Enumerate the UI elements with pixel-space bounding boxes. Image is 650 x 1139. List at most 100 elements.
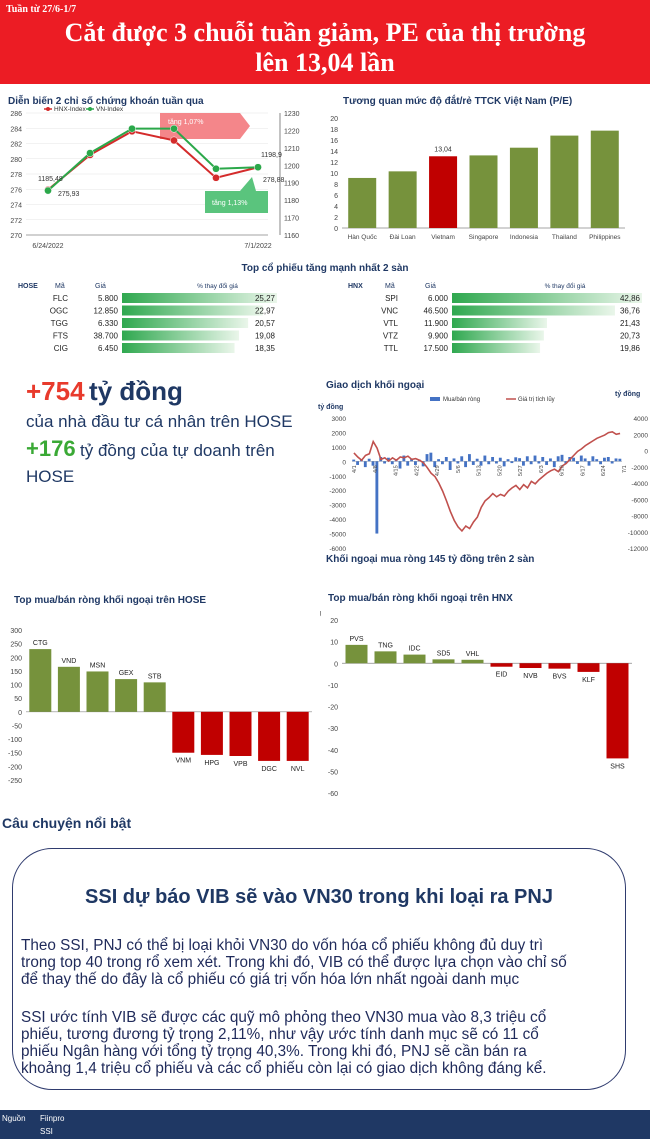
foreign-stock-y-tick: 100 bbox=[10, 683, 22, 690]
index-legend-label: HNX-Index bbox=[54, 106, 87, 113]
pe-y-tick: 18 bbox=[330, 127, 338, 134]
foreign-net-bar bbox=[425, 454, 429, 462]
foreign-stock-label: NVL bbox=[291, 766, 305, 773]
foreign-net-bar bbox=[471, 461, 475, 465]
foreign-stock-bar bbox=[229, 711, 252, 756]
foreign-net-bar bbox=[452, 458, 456, 462]
foreign-net-bar bbox=[510, 461, 514, 464]
top-row-ticker: FLC bbox=[53, 294, 68, 303]
foreign-net-bar bbox=[533, 455, 537, 462]
foreign-legend-cum: Giá trị tích lũy bbox=[518, 397, 555, 403]
foreign-net-bar bbox=[495, 461, 498, 464]
foreign-y2-tick: -4000 bbox=[631, 481, 648, 488]
foreign-stock-y-tick: -50 bbox=[328, 769, 338, 776]
foreign-stock-bar bbox=[432, 659, 455, 664]
foreign-net-bar bbox=[367, 458, 371, 462]
foreign-net-bar bbox=[576, 461, 579, 464]
top-row-ticker: VTL bbox=[383, 319, 398, 328]
header-banner: Tuần từ 27/6-1/7 Cắt được 3 chuỗi tuần g… bbox=[0, 0, 650, 84]
foreign-net-bar bbox=[363, 461, 367, 468]
story-p2-line: khoảng 1,4 triệu cổ phiếu và các cổ phiế… bbox=[21, 1060, 547, 1077]
story-p2-line: SSI ước tính VIB sẽ được các quỹ mô phỏn… bbox=[21, 1009, 547, 1026]
top-row-pct: 20,73 bbox=[620, 332, 641, 341]
hnx-top-stocks-table: HNX Mã Giá % thay đổi giá SPI 6.000 42,86 VNC 46… bbox=[348, 282, 642, 353]
foreign-stock-label: PVS bbox=[349, 636, 363, 643]
index-right-tick: 1210 bbox=[284, 146, 300, 153]
index-data-point bbox=[170, 124, 178, 133]
pe-x-label: Singapore bbox=[469, 234, 499, 241]
top-row-ticker: TTL bbox=[384, 344, 399, 353]
top-row-pct: 19,08 bbox=[255, 332, 276, 341]
hnx-start-label: 275,93 bbox=[58, 191, 80, 198]
foreign-net-bar bbox=[610, 461, 614, 464]
foreign-y2-tick: 4000 bbox=[634, 416, 649, 423]
footer: Nguồn Fiinpro SSI bbox=[0, 1110, 650, 1139]
stories-section-title: Câu chuyện nổi bật bbox=[2, 815, 132, 831]
foreign-stock-y-tick: -10 bbox=[328, 683, 338, 690]
vn-end-label: 1198,9 bbox=[261, 152, 282, 159]
index-chart-title: Diễn biến 2 chỉ số chứng khoán tuần qua bbox=[8, 96, 204, 107]
week-label: Tuần từ 27/6-1/7 bbox=[6, 4, 77, 15]
foreign-stock-bar bbox=[577, 663, 600, 672]
foreign-date-label: 6/10 bbox=[560, 465, 566, 476]
top-row-price: 12.850 bbox=[94, 307, 119, 316]
foreign-date-label: 4/15 bbox=[394, 465, 400, 476]
foreign-net-bar bbox=[479, 461, 483, 466]
top-row-bar bbox=[122, 318, 249, 328]
foreign-date-label: 5/13 bbox=[477, 465, 483, 476]
foreign-y-tick: 2000 bbox=[332, 430, 347, 437]
foreign-y2-tick: -8000 bbox=[631, 514, 648, 521]
foreign-stock-label: HPG bbox=[204, 760, 219, 767]
story-paragraph-2: SSI ước tính VIB sẽ được các quỹ mô phỏn… bbox=[21, 1009, 611, 1077]
foreign-y-tick: -4000 bbox=[329, 517, 346, 524]
top-row-pct: 42,86 bbox=[620, 294, 641, 303]
foreign-stock-label: EID bbox=[496, 672, 508, 679]
foreign-net-bar bbox=[614, 458, 618, 462]
foreign-stock-bar bbox=[115, 679, 138, 712]
top-row-bar bbox=[122, 330, 240, 341]
foreign-stock-label: KLF bbox=[582, 677, 595, 684]
pe-y-tick: 4 bbox=[334, 204, 338, 211]
index-left-tick: 280 bbox=[10, 157, 22, 164]
individual-net-value: +754 bbox=[26, 376, 85, 406]
source-fiinpro: Fiinpro bbox=[40, 1114, 65, 1123]
foreign-stock-label: VND bbox=[62, 658, 77, 665]
foreign-stock-y-tick: -150 bbox=[8, 751, 22, 758]
foreign-stock-bar bbox=[86, 671, 109, 712]
foreign-stock-label: IDC bbox=[408, 646, 420, 653]
story-p2-line: phiếu Ngân hàng với tổng tỷ trọng 40,3%.… bbox=[21, 1043, 527, 1060]
foreign-stock-label: TNG bbox=[378, 642, 393, 649]
pe-y-tick: 14 bbox=[330, 149, 338, 156]
foreign-stock-y-tick: 250 bbox=[10, 642, 22, 649]
top-row-ticker: FTS bbox=[53, 332, 68, 341]
top-row-pct: 19,86 bbox=[620, 344, 641, 353]
foreign-net-bar bbox=[541, 457, 545, 462]
foreign-net-bar bbox=[599, 461, 603, 465]
foreign-net-bar bbox=[414, 461, 417, 465]
prop-net-value: +176 bbox=[26, 436, 76, 461]
foreign-chart-subtitle: Khối ngoại mua ròng 145 tỷ đồng trên 2 s… bbox=[326, 554, 535, 565]
foreign-stock-y-tick: -100 bbox=[8, 737, 22, 744]
vn-annotation-box bbox=[205, 191, 268, 213]
top-row-pct: 25,27 bbox=[255, 294, 276, 303]
index-right-tick: 1230 bbox=[284, 111, 300, 118]
foreign-stock-bar bbox=[286, 711, 309, 761]
foreign-date-label: 6/17 bbox=[580, 465, 586, 476]
top-row-price: 6.450 bbox=[98, 344, 119, 353]
top-row-bar bbox=[122, 293, 277, 303]
foreign-chart-title: Giao dịch khối ngoại bbox=[326, 380, 425, 391]
hnx-foreign-unit: tỷ đồng bbox=[320, 608, 321, 617]
foreign-stock-label: GEX bbox=[119, 670, 134, 677]
foreign-y-tick: -6000 bbox=[329, 546, 346, 553]
index-right-tick: 1170 bbox=[284, 216, 299, 223]
hose-foreign-bar-chart: 300 250 200 150 100 50 0 -50 -100 -150 -200 -250 CTG… bbox=[8, 628, 312, 785]
foreign-stock-bar bbox=[548, 663, 571, 669]
index-left-tick: 270 bbox=[10, 233, 22, 240]
foreign-y2-tick: 2000 bbox=[634, 432, 649, 439]
top-row-bar bbox=[452, 318, 547, 328]
top-col-ticker: Mã bbox=[385, 283, 395, 290]
pe-x-label: Philippines bbox=[589, 234, 621, 241]
foreign-stock-bar bbox=[172, 711, 195, 753]
top-row-pct: 21,43 bbox=[620, 319, 641, 328]
foreign-net-bar bbox=[518, 458, 522, 462]
